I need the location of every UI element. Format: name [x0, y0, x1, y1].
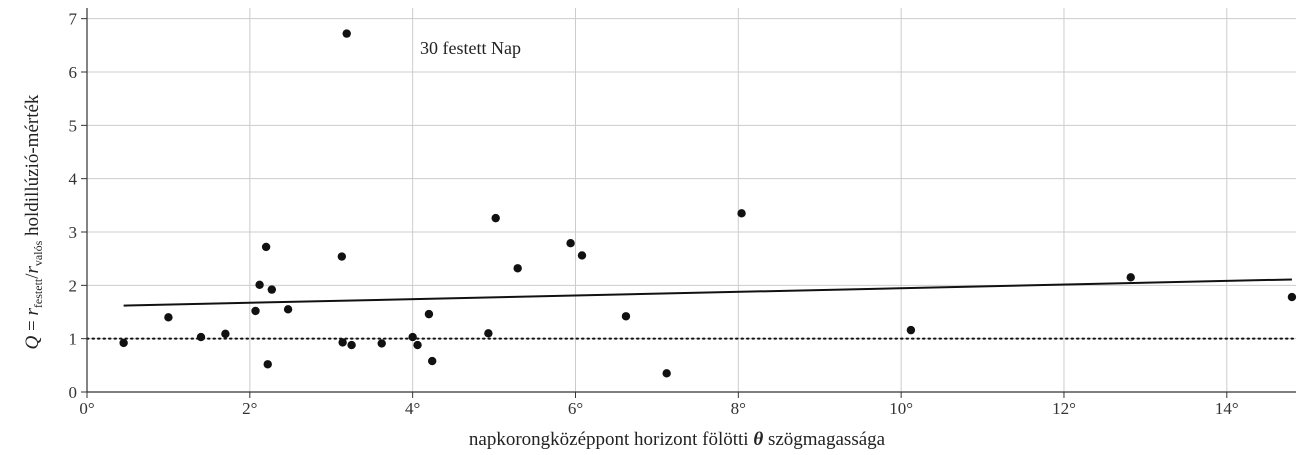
y-axis-title-sub2: valós [31, 240, 45, 266]
trend-line [123, 278, 1292, 307]
grid-lines [87, 8, 1296, 392]
data-point [737, 209, 746, 218]
y-tick-label: 0 [69, 383, 78, 402]
data-point [906, 325, 916, 335]
data-point [119, 338, 128, 348]
y-tick-label: 3 [69, 223, 78, 242]
x-tick-label: 14° [1215, 399, 1239, 418]
data-point [377, 339, 386, 348]
chart-annotation: 30 festett Nap [420, 38, 521, 58]
y-axis-title: Q = rfestett/rvalós holdillúzió-mérték [22, 94, 45, 349]
data-points [119, 29, 1297, 378]
data-point [621, 312, 631, 321]
data-point [413, 340, 422, 350]
y-axis-title-rest: holdillúzió-mérték [22, 94, 43, 241]
x-axis-title-theta: θ [753, 429, 763, 450]
y-tick-labels: 0 1 2 3 4 5 6 7 [69, 10, 78, 402]
data-point [491, 213, 500, 223]
y-axis-title-r2: r [22, 265, 43, 273]
data-point [484, 329, 493, 338]
y-tick-label: 4 [69, 170, 78, 189]
data-point [221, 329, 230, 339]
y-axis-title-sub1: festett [31, 278, 45, 308]
y-tick-label: 1 [69, 330, 78, 349]
data-point [424, 309, 434, 319]
x-tick-labels: 0° 2° 4° 6° 8° 10° 12° 14° [79, 399, 1238, 418]
data-point [513, 264, 522, 273]
data-point [1287, 292, 1297, 302]
data-point [662, 369, 671, 378]
trend-line-group [123, 278, 1292, 307]
x-tick-label: 10° [889, 399, 913, 418]
data-point [251, 306, 260, 316]
data-point [283, 305, 293, 314]
data-point [196, 332, 206, 342]
x-tick-label: 0° [79, 399, 94, 418]
x-tick-label: 8° [731, 399, 746, 418]
y-tick-label: 7 [69, 10, 78, 29]
data-point [261, 242, 271, 252]
y-axis-title-q: Q [22, 335, 43, 349]
y-tick-label: 5 [69, 116, 78, 135]
data-point [255, 280, 264, 289]
data-point [408, 332, 417, 342]
axes [81, 8, 1296, 398]
x-tick-label: 6° [568, 399, 583, 418]
data-point [263, 360, 272, 369]
data-point [267, 285, 277, 294]
data-point [337, 252, 347, 261]
x-axis-title-suffix: szögmagassága [763, 429, 885, 450]
data-point [164, 313, 173, 322]
data-point [1126, 273, 1135, 282]
data-point [342, 29, 351, 38]
x-axis-title: napkorongközéppont horizont fölötti θ sz… [469, 429, 886, 450]
x-axis-title-prefix: napkorongközéppont horizont fölötti [469, 429, 753, 450]
y-axis-title-r1: r [22, 307, 43, 315]
x-tick-label: 4° [405, 399, 420, 418]
data-point [338, 338, 347, 347]
y-axis-title-slash: / [22, 273, 43, 279]
y-tick-label: 2 [69, 276, 78, 295]
x-tick-label: 12° [1052, 399, 1076, 418]
data-point [577, 251, 587, 260]
data-point [347, 340, 356, 350]
data-point [566, 239, 575, 248]
y-axis-title-equals: = [22, 315, 43, 335]
data-point [427, 356, 437, 366]
y-tick-label: 6 [69, 63, 78, 82]
x-tick-label: 2° [242, 399, 257, 418]
